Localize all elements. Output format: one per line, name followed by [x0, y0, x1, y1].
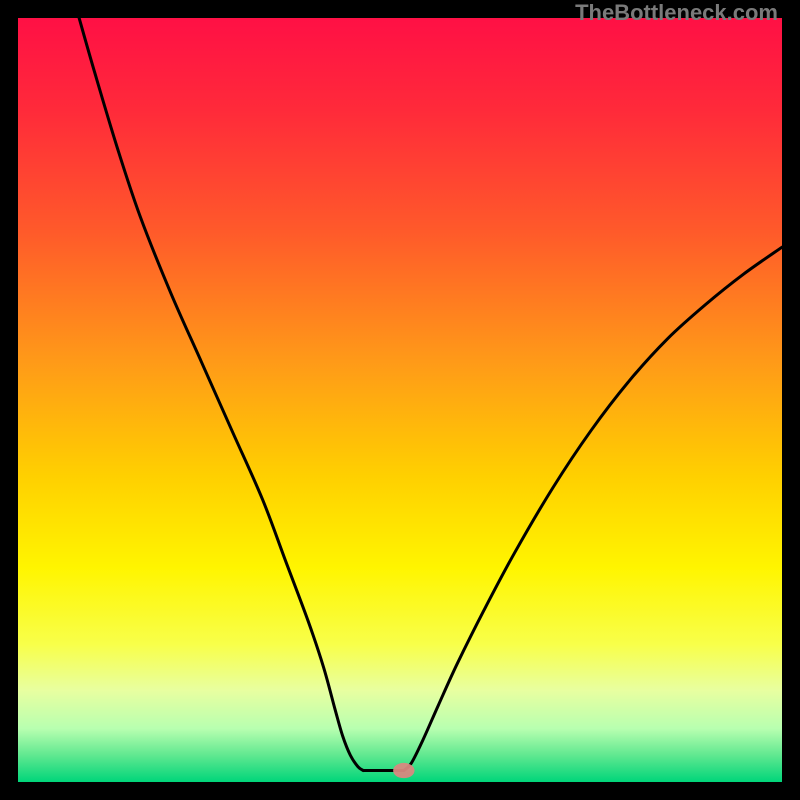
chart-container: TheBottleneck.com	[0, 0, 800, 800]
bottleneck-curve	[18, 18, 782, 782]
curve-left-branch	[79, 18, 363, 771]
curve-right-branch	[404, 247, 782, 770]
plot-area	[18, 18, 782, 782]
optimal-marker	[393, 763, 414, 778]
watermark-label: TheBottleneck.com	[575, 0, 778, 26]
